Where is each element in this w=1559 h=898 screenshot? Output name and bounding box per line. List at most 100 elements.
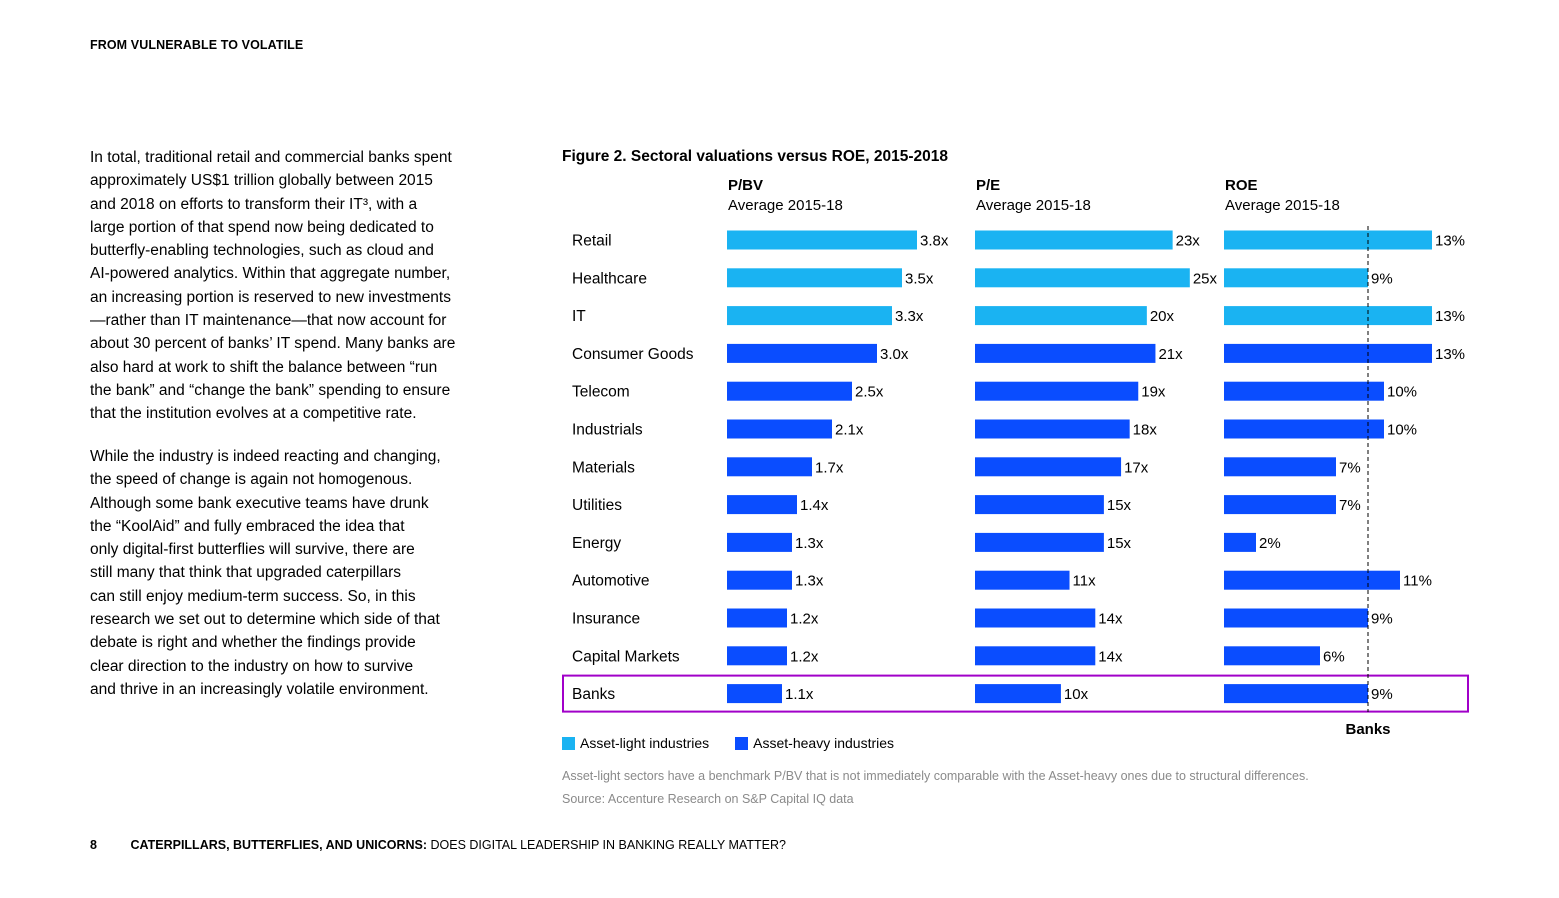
category-label-consumer-goods: Consumer Goods [572, 346, 694, 363]
pe-value-label-insurance: 14x [1098, 611, 1123, 628]
pbv-value-label-it: 3.3x [895, 308, 924, 325]
pbv-value-label-telecom: 2.5x [855, 384, 884, 401]
roe-value-label-automotive: 11% [1403, 573, 1432, 590]
roe-bar-automotive [1224, 570, 1400, 590]
pbv-value-label-utilities: 1.4x [800, 497, 829, 514]
category-label-capital-markets: Capital Markets [572, 648, 680, 665]
running-header: FROM VULNERABLE TO VOLATILE [90, 38, 304, 52]
paragraph-text: While the industry is indeed reacting an… [90, 448, 441, 698]
roe-bar-materials [1224, 457, 1336, 477]
roe-value-label-retail: 13% [1435, 233, 1465, 250]
page-footer: 8 CATERPILLARS, BUTTERFLIES, AND UNICORN… [90, 838, 786, 852]
pbv-value-label-insurance: 1.2x [790, 611, 819, 628]
pbv-value-label-capital-markets: 1.2x [790, 648, 819, 665]
category-label-it: IT [572, 308, 586, 325]
pbv-bar-utilities [727, 495, 797, 515]
roe-value-label-healthcare: 9% [1371, 270, 1393, 287]
body-paragraph-2: While the industry is indeed reacting an… [90, 445, 530, 701]
pbv-value-label-healthcare: 3.5x [905, 270, 934, 287]
pbv-bar-energy [727, 532, 792, 552]
page-number: 8 [90, 838, 97, 852]
legend-label-asset-light: Asset-light industries [580, 735, 710, 751]
pe-value-label-utilities: 15x [1107, 497, 1132, 514]
roe-bar-telecom [1224, 381, 1384, 401]
pe-bar-materials [975, 457, 1122, 477]
roe-value-label-industrials: 10% [1387, 422, 1417, 439]
pe-value-label-energy: 15x [1107, 535, 1132, 552]
pe-bar-it [975, 306, 1147, 326]
pbv-bar-industrials [727, 419, 832, 439]
roe-title: ROE [1225, 177, 1258, 194]
legend-swatch-asset-light [562, 736, 575, 750]
roe-bar-insurance [1224, 608, 1368, 628]
chart-note: Asset-light sectors have a benchmark P/B… [562, 769, 1309, 783]
roe-column-header: ROE Average 2015-18 [1225, 176, 1340, 216]
category-label-industrials: Industrials [572, 422, 643, 439]
category-label-banks: Banks [572, 686, 615, 703]
pbv-value-label-materials: 1.7x [815, 459, 844, 476]
roe-value-label-telecom: 10% [1387, 384, 1417, 401]
pbv-value-label-retail: 3.8x [920, 233, 949, 250]
body-paragraph-1: In total, traditional retail and commerc… [90, 146, 530, 426]
pe-value-label-telecom: 19x [1141, 384, 1166, 401]
category-label-energy: Energy [572, 535, 621, 552]
roe-subtitle: Average 2015-18 [1225, 197, 1340, 214]
roe-value-label-utilities: 7% [1339, 497, 1361, 514]
legend-swatch-asset-heavy [735, 736, 749, 750]
pbv-bar-consumer-goods [727, 343, 877, 363]
chart-legend: Asset-light industries Asset-heavy indus… [562, 735, 920, 751]
pbv-value-label-automotive: 1.3x [795, 573, 824, 590]
pe-value-label-industrials: 18x [1133, 422, 1158, 439]
category-label-utilities: Utilities [572, 497, 622, 514]
pe-value-label-capital-markets: 14x [1098, 648, 1123, 665]
pbv-bar-insurance [727, 608, 787, 628]
pbv-bar-automotive [727, 570, 792, 590]
roe-bar-retail [1224, 230, 1432, 250]
roe-reference-label: Banks [1345, 721, 1390, 738]
pbv-value-label-industrials: 2.1x [835, 422, 864, 439]
roe-bar-consumer-goods [1224, 343, 1432, 363]
pe-column-header: P/E Average 2015-18 [976, 176, 1091, 216]
pe-bar-healthcare [975, 268, 1190, 288]
pe-bar-banks [975, 684, 1061, 704]
pbv-value-label-consumer-goods: 3.0x [880, 346, 909, 363]
roe-value-label-capital-markets: 6% [1323, 648, 1345, 665]
pbv-bar-retail [727, 230, 917, 250]
legend-label-asset-heavy: Asset-heavy industries [753, 735, 895, 751]
pbv-title: P/BV [728, 177, 764, 194]
pe-value-label-it: 20x [1150, 308, 1175, 325]
roe-value-label-consumer-goods: 13% [1435, 346, 1465, 363]
pbv-subtitle: Average 2015-18 [728, 197, 843, 214]
category-label-telecom: Telecom [572, 384, 630, 401]
pbv-bar-healthcare [727, 268, 902, 288]
footer-title-rest: DOES DIGITAL LEADERSHIP IN BANKING REALL… [430, 838, 786, 852]
category-label-materials: Materials [572, 459, 635, 476]
roe-value-label-insurance: 9% [1371, 611, 1393, 628]
roe-bar-utilities [1224, 495, 1336, 515]
pe-bar-telecom [975, 381, 1139, 401]
category-label-retail: Retail [572, 233, 612, 250]
pe-value-label-automotive: 11x [1073, 573, 1097, 590]
highlight-box-banks [562, 674, 1469, 713]
pbv-bar-it [727, 306, 892, 326]
paragraph-text: In total, traditional retail and commerc… [90, 149, 456, 423]
pe-bar-consumer-goods [975, 343, 1156, 363]
pe-bar-automotive [975, 570, 1070, 590]
pbv-column-header: P/BV Average 2015-18 [728, 176, 843, 216]
pbv-bar-materials [727, 457, 812, 477]
pbv-bar-capital-markets [727, 646, 787, 666]
pe-title: P/E [976, 177, 1001, 194]
category-label-insurance: Insurance [572, 611, 640, 628]
pbv-bar-banks [727, 684, 782, 704]
roe-bar-banks [1224, 684, 1368, 704]
legend-item-asset-heavy: Asset-heavy industries [735, 735, 894, 751]
pe-value-label-consumer-goods: 21x [1158, 346, 1183, 363]
pe-value-label-healthcare: 25x [1193, 270, 1218, 287]
roe-bar-energy [1224, 532, 1256, 552]
pe-bar-retail [975, 230, 1173, 250]
pe-value-label-materials: 17x [1124, 459, 1149, 476]
pbv-value-label-banks: 1.1x [785, 686, 814, 703]
roe-bar-healthcare [1224, 268, 1368, 288]
roe-value-label-it: 13% [1435, 308, 1465, 325]
